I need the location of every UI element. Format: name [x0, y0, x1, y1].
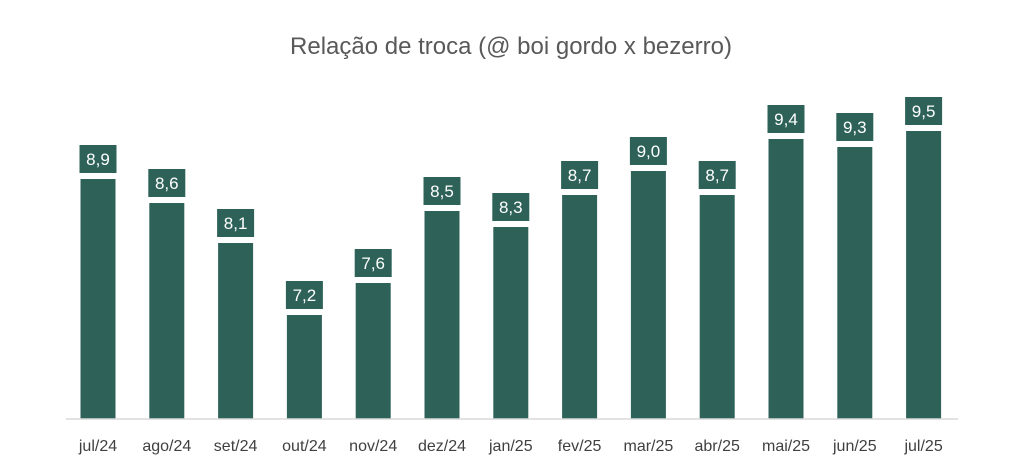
x-tick-label: jan/25	[488, 438, 533, 455]
bar-jul/24	[80, 179, 116, 419]
data-label: 8,9	[86, 150, 110, 169]
bar-mai/25	[768, 139, 804, 419]
x-tick-label: jun/25	[832, 438, 877, 455]
x-tick-label: abr/25	[695, 438, 740, 455]
data-label-box	[767, 105, 805, 133]
data-label: 9,4	[774, 110, 798, 129]
data-label-box	[905, 97, 943, 125]
bar-dez/24	[424, 211, 460, 419]
data-label: 7,2	[293, 286, 317, 305]
x-axis-ticks: jul/24 ago/24 set/24 out/24 nov/24 dez/24 jan/…	[78, 438, 943, 455]
bar-nov/24	[355, 283, 391, 419]
data-label: 9,3	[843, 118, 867, 137]
data-label-box	[217, 209, 255, 237]
bar-mar/25	[630, 171, 666, 419]
x-tick-label: set/24	[214, 438, 258, 455]
bar-set/24	[218, 243, 254, 419]
x-tick-label: ago/24	[142, 438, 191, 455]
data-label: 8,3	[499, 198, 523, 217]
x-tick-label: mai/25	[762, 438, 810, 455]
data-label-box	[423, 177, 461, 205]
data-label: 8,1	[224, 214, 248, 233]
data-label-box	[79, 145, 117, 173]
data-label-box	[836, 113, 874, 141]
data-label-box	[629, 137, 667, 165]
x-tick-label: fev/25	[558, 438, 602, 455]
data-label: 9,0	[637, 142, 661, 161]
x-tick-label: out/24	[282, 438, 327, 455]
bar-abr/25	[699, 195, 735, 419]
data-label-box	[354, 249, 392, 277]
bar-jun/25	[837, 147, 873, 419]
data-label: 7,6	[361, 254, 385, 273]
bar-jan/25	[493, 227, 529, 419]
x-tick-label: mar/25	[624, 438, 674, 455]
bar-ago/24	[149, 203, 185, 419]
bar-out/24	[286, 315, 322, 419]
x-tick-label: jul/24	[78, 438, 117, 455]
data-label-box	[698, 161, 736, 189]
data-label: 9,5	[912, 102, 936, 121]
chart-title: Relação de troca (@ boi gordo x bezerro)	[290, 33, 732, 60]
data-label: 8,6	[155, 174, 179, 193]
bars-group: 8,9 8,6 8,1 7,2 7,6 8,5 8,3 8,7 9,0 8,7 9,4 9,3 9,5	[79, 97, 943, 419]
data-label: 8,5	[430, 182, 454, 201]
data-label: 8,7	[705, 166, 729, 185]
data-label-box	[285, 281, 323, 309]
data-label: 8,7	[568, 166, 592, 185]
x-tick-label: jul/25	[903, 438, 942, 455]
data-label-box	[492, 193, 530, 221]
x-tick-label: nov/24	[349, 438, 397, 455]
bar-fev/25	[562, 195, 598, 419]
x-tick-label: dez/24	[418, 438, 466, 455]
data-label-box	[561, 161, 599, 189]
data-label-box	[148, 169, 186, 197]
bar-jul/25	[906, 131, 942, 419]
